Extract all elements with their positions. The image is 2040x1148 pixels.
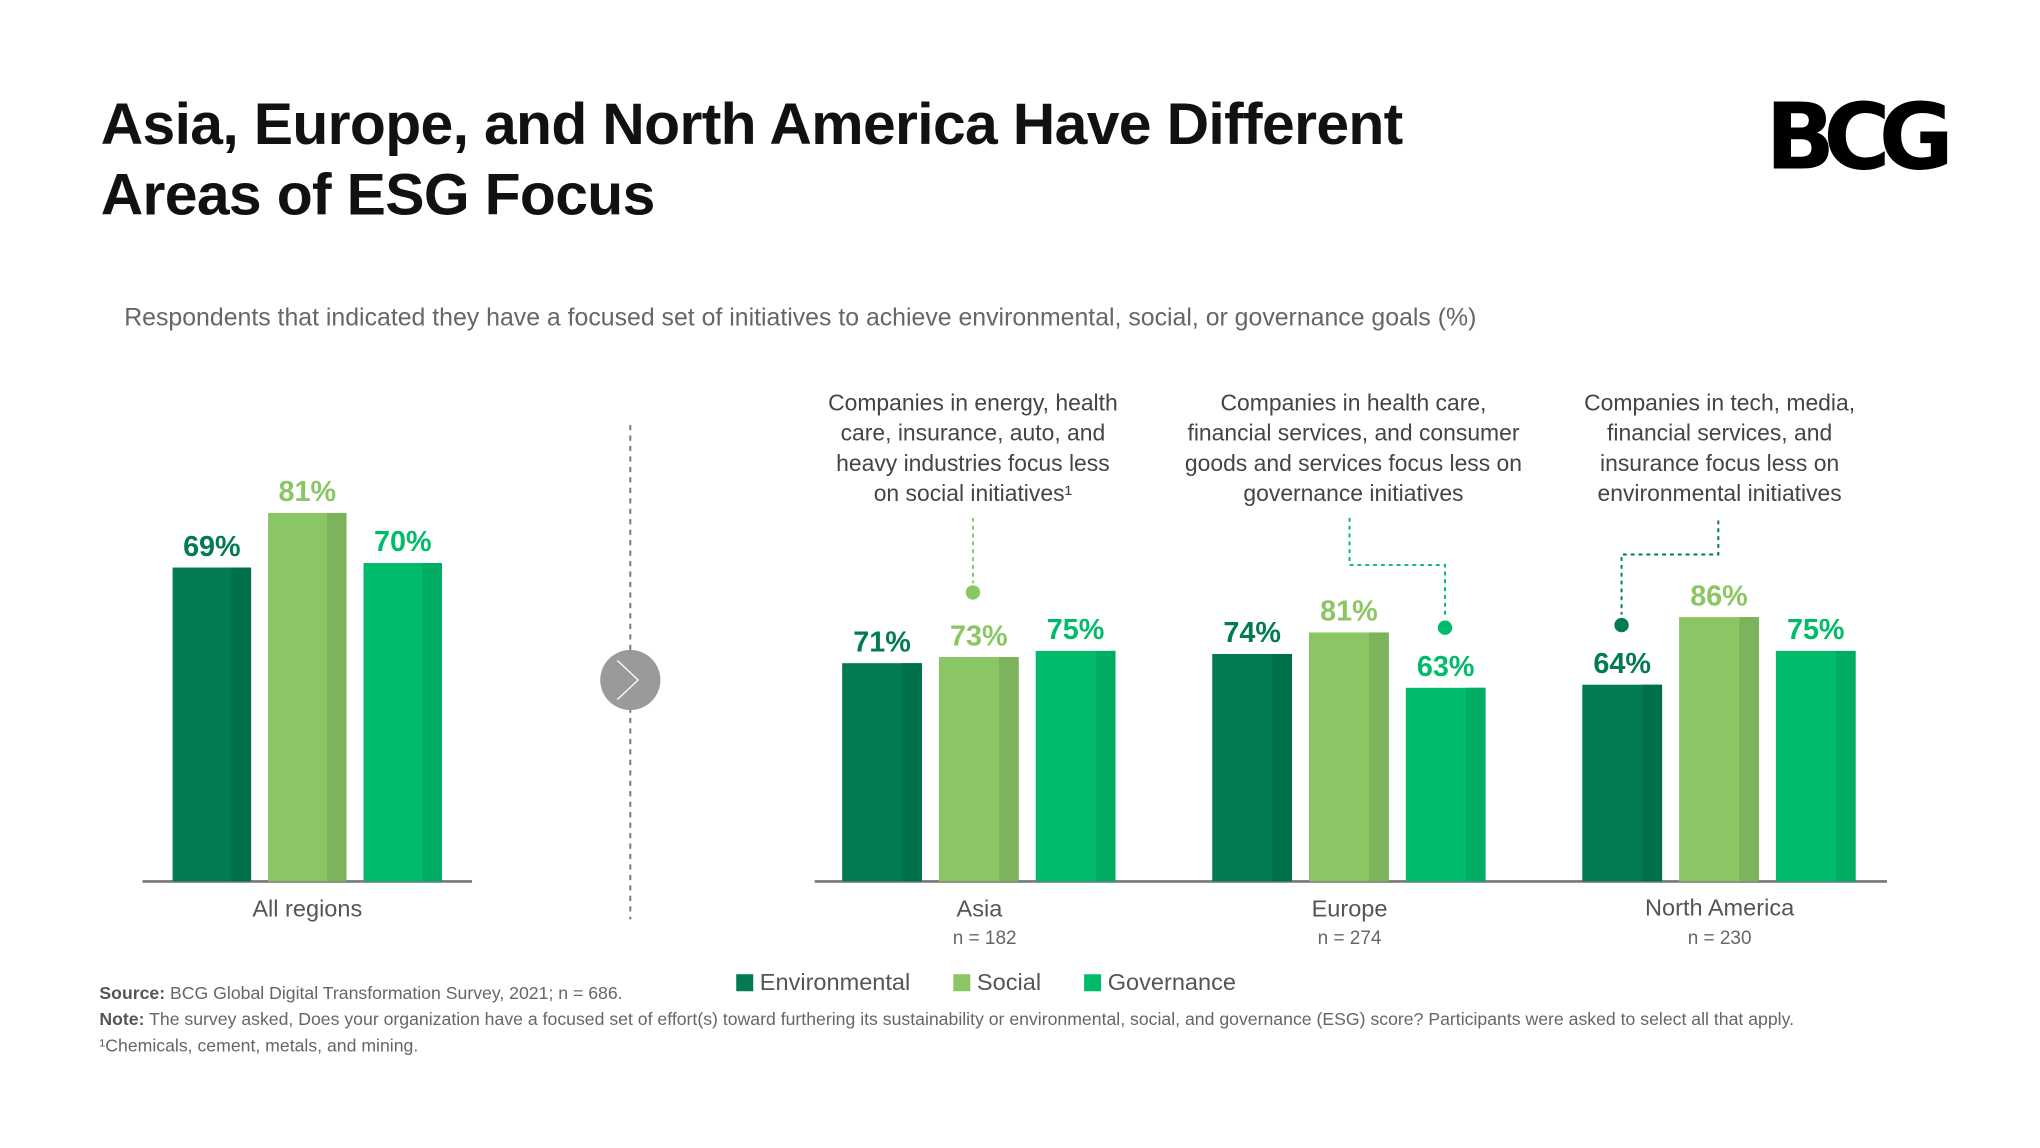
source-label: Source: — [99, 983, 166, 1004]
annotation-line: environmental initiatives — [1597, 479, 1842, 507]
annotation-line: Companies in tech, media, — [1584, 389, 1856, 416]
data-label-environmental: 74% — [1223, 617, 1281, 649]
bar-shade-environmental — [1642, 684, 1663, 882]
data-label-governance: 63% — [1417, 651, 1475, 683]
bar-shade-environmental — [902, 663, 922, 882]
sample-size-europe: n = 274 — [1317, 928, 1382, 950]
legend-item-governance: Governance — [1084, 969, 1236, 996]
data-label-social: 73% — [950, 620, 1008, 652]
bar-shade-governance — [1836, 650, 1856, 882]
category-label-north-america: North America — [1645, 894, 1795, 921]
survey-note: Note: The survey asked, Does your organi… — [99, 1010, 1794, 1030]
annotation-line: Companies in health care, — [1220, 389, 1487, 416]
annotation-line: on social initiatives¹ — [873, 479, 1073, 507]
bar-shade-governance — [1095, 650, 1116, 882]
annotation-europe: Companies in health care, financial serv… — [1157, 388, 1549, 508]
bar-shade-social — [326, 512, 347, 882]
note-text: The survey asked, Does your organization… — [144, 1009, 1795, 1030]
legend: Environmental Social Governance — [736, 969, 1236, 996]
legend-item-social: Social — [953, 969, 1041, 996]
bar-shade-environmental — [231, 567, 252, 882]
chevron-right-icon — [616, 659, 640, 701]
annotation-line: heavy industries focus less — [836, 449, 1110, 477]
annotation-line: care, insurance, auto, and — [840, 419, 1106, 446]
legend-label: Social — [976, 969, 1042, 996]
data-label-governance: 75% — [1787, 614, 1845, 646]
data-label-governance: 70% — [374, 526, 432, 558]
annotation-line: governance initiatives — [1243, 479, 1464, 507]
data-label-environmental: 71% — [853, 626, 911, 658]
bar-shade-social — [1369, 632, 1389, 882]
source-note: Source: BCG Global Digital Transformatio… — [99, 983, 622, 1003]
legend-label: Environmental — [759, 969, 911, 996]
footnote: ¹Chemicals, cement, metals, and mining. — [99, 1035, 419, 1056]
data-label-social: 81% — [279, 476, 337, 508]
next-arrow-button — [600, 649, 661, 711]
annotation-dot — [1614, 617, 1629, 633]
annotation-north-america: Companies in tech, media, financial serv… — [1523, 388, 1915, 508]
bar-shade-social — [1739, 617, 1759, 882]
annotation-line: insurance focus less on — [1600, 449, 1840, 477]
chart-subtitle: Respondents that indicated they have a f… — [124, 304, 1477, 333]
category-label-all-regions: All regions — [252, 895, 363, 922]
bar-shade-governance — [422, 562, 443, 882]
legend-item-environmental: Environmental — [736, 969, 910, 996]
annotation-line: financial services, and — [1607, 419, 1833, 446]
legend-swatch — [1084, 974, 1102, 992]
category-label-asia: Asia — [956, 895, 1003, 922]
title-line-1: Asia, Europe, and North America Have Dif… — [100, 90, 1404, 157]
bar-shade-governance — [1465, 687, 1486, 882]
annotation-line: financial services, and consumer — [1187, 419, 1520, 446]
category-label-europe: Europe — [1311, 895, 1388, 922]
annotation-line: goods and services focus less on — [1184, 449, 1523, 477]
page-title: Asia, Europe, and North America Have Dif… — [100, 89, 1404, 230]
bar-shade-social — [999, 657, 1019, 882]
legend-label: Governance — [1107, 969, 1236, 996]
title-line-2: Areas of ESG Focus — [100, 160, 656, 228]
data-label-governance: 75% — [1047, 614, 1105, 646]
bar-shade-environmental — [1272, 653, 1293, 882]
annotation-asia: Companies in energy, health care, insura… — [777, 388, 1169, 508]
source-text: BCG Global Digital Transformation Survey… — [165, 983, 623, 1004]
annotation-connector — [1620, 520, 1720, 615]
data-label-social: 81% — [1320, 596, 1378, 628]
sample-size-north-america: n = 230 — [1687, 928, 1752, 950]
bcg-logo: BCG — [1765, 83, 1954, 191]
legend-swatch — [736, 974, 754, 992]
data-label-social: 86% — [1690, 580, 1748, 612]
annotation-dot — [1437, 620, 1453, 635]
note-label: Note: — [99, 1009, 145, 1030]
data-label-environmental: 64% — [1593, 648, 1651, 680]
annotation-line: Companies in energy, health — [828, 389, 1118, 416]
sample-size-asia: n = 182 — [952, 928, 1017, 950]
data-label-environmental: 69% — [183, 531, 241, 563]
annotation-dot — [965, 585, 981, 600]
legend-swatch — [953, 974, 971, 992]
